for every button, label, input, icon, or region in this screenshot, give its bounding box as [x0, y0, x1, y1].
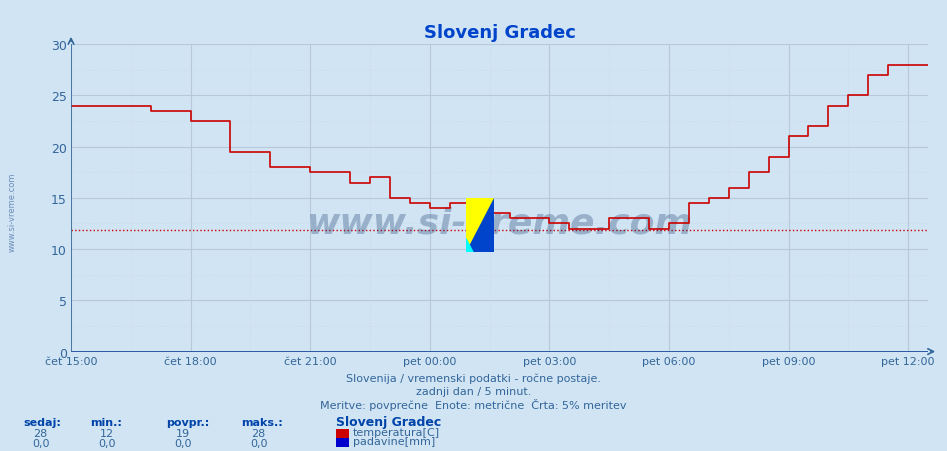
- Title: Slovenj Gradec: Slovenj Gradec: [423, 24, 576, 42]
- Text: sedaj:: sedaj:: [24, 417, 62, 427]
- Polygon shape: [466, 239, 474, 253]
- Text: 0,0: 0,0: [250, 438, 267, 448]
- Text: 0,0: 0,0: [32, 438, 49, 448]
- Text: 28: 28: [251, 428, 266, 438]
- Text: min.:: min.:: [90, 417, 122, 427]
- Text: zadnji dan / 5 minut.: zadnji dan / 5 minut.: [416, 387, 531, 396]
- Text: www.si-vreme.com: www.si-vreme.com: [307, 206, 692, 240]
- Text: povpr.:: povpr.:: [166, 417, 209, 427]
- Text: Slovenija / vremenski podatki - ročne postaje.: Slovenija / vremenski podatki - ročne po…: [346, 373, 601, 383]
- Text: 0,0: 0,0: [174, 438, 191, 448]
- Text: 0,0: 0,0: [98, 438, 116, 448]
- Text: maks.:: maks.:: [241, 417, 283, 427]
- Text: 12: 12: [100, 428, 114, 438]
- Text: temperatura[C]: temperatura[C]: [353, 427, 440, 437]
- Text: www.si-vreme.com: www.si-vreme.com: [8, 172, 17, 252]
- Polygon shape: [466, 198, 494, 253]
- Text: Meritve: povprečne  Enote: metrične  Črta: 5% meritev: Meritve: povprečne Enote: metrične Črta:…: [320, 398, 627, 410]
- Polygon shape: [466, 198, 494, 253]
- Text: Slovenj Gradec: Slovenj Gradec: [336, 415, 441, 428]
- Text: 28: 28: [33, 428, 48, 438]
- Text: 19: 19: [176, 428, 189, 438]
- Text: padavine[mm]: padavine[mm]: [353, 436, 436, 446]
- Polygon shape: [466, 198, 494, 253]
